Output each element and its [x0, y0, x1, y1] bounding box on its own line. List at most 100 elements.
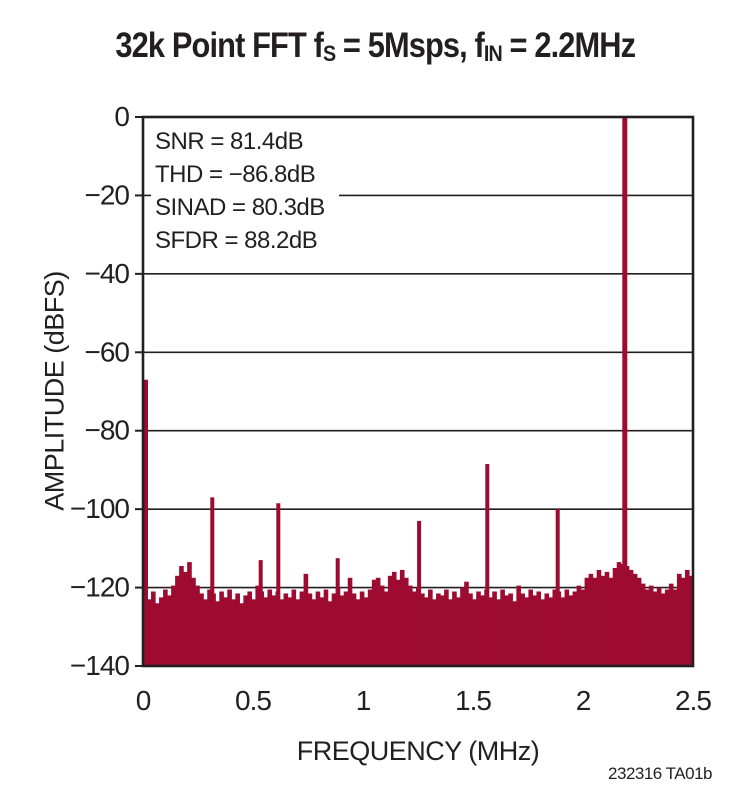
noise-floor-bin — [399, 569, 405, 666]
y-tick-label: −100 — [70, 493, 129, 524]
noise-floor-bin — [407, 585, 413, 666]
measurement-annotations: SNR = 81.4dB THD = −86.8dB SINAD = 80.3d… — [151, 123, 339, 261]
x-tick-label: 2.5 — [675, 685, 711, 716]
thd-value: THD = −86.8dB — [155, 161, 316, 188]
noise-floor-bin — [251, 599, 257, 666]
noise-floor-bin — [303, 573, 309, 666]
noise-floor-bin — [548, 597, 554, 666]
spur-bar — [335, 558, 340, 666]
noise-floor-bin — [540, 599, 546, 666]
spur-bar — [417, 520, 422, 666]
noise-floor-bin — [636, 577, 642, 666]
noise-floor-bin — [680, 577, 686, 666]
noise-floor-bin — [612, 567, 618, 666]
spur-bar — [555, 509, 560, 666]
noise-floor-bin — [488, 597, 493, 666]
noise-floor-bin — [504, 595, 509, 666]
noise-floor-bin — [227, 589, 232, 666]
noise-floor-bin — [516, 585, 521, 666]
noise-floor-bin — [195, 585, 200, 666]
noise-floor-bin — [684, 569, 690, 666]
x-tick-label: 1.5 — [455, 685, 491, 716]
noise-floor-bin — [524, 597, 530, 666]
noise-floor-bin — [163, 589, 168, 666]
noise-floor-bin — [588, 573, 594, 666]
noise-floor-bin — [331, 593, 337, 666]
noise-floor-bin — [299, 591, 305, 666]
snr-value: SNR = 81.4dB — [155, 128, 304, 155]
noise-floor-bin — [371, 579, 377, 666]
noise-floor-bin — [508, 593, 513, 666]
noise-floor-bin — [568, 595, 574, 666]
noise-floor-bin — [608, 577, 614, 666]
noise-floor-bin — [596, 569, 602, 666]
noise-floor-bin — [468, 593, 473, 666]
noise-floor-bin — [191, 577, 196, 666]
noise-floor-bin — [367, 589, 373, 666]
noise-floor-bin — [440, 595, 445, 666]
noise-floor-bin — [456, 597, 461, 666]
sinad-value: SINAD = 80.3dB — [155, 194, 325, 221]
noise-floor-bin — [155, 603, 160, 666]
noise-floor-bin — [528, 589, 534, 666]
noise-floor-bin — [616, 562, 622, 666]
noise-floor-bin — [179, 566, 184, 666]
noise-floor-bin — [668, 583, 674, 666]
noise-floor-bin — [183, 571, 188, 666]
noise-floor-bin — [444, 589, 449, 666]
noise-floor-bin — [355, 599, 361, 666]
spur-bar — [258, 560, 263, 666]
fundamental-tone-bar — [622, 117, 628, 666]
noise-floor-bin — [544, 593, 550, 666]
spur-bar — [144, 379, 148, 666]
noise-floor-bin — [560, 597, 566, 666]
noise-floor-bin — [255, 585, 261, 666]
y-tick-label: −140 — [70, 650, 129, 681]
noise-floor-bin — [664, 589, 670, 666]
x-tick-label: 0 — [136, 685, 151, 716]
noise-floor-bin — [592, 577, 598, 666]
noise-floor-bin — [171, 585, 176, 666]
noise-floor-bin — [520, 593, 525, 666]
noise-floor-bin — [660, 593, 666, 666]
x-tick-label: 1 — [356, 685, 371, 716]
y-tick-label: −120 — [70, 572, 129, 603]
noise-floor-bin — [167, 595, 172, 666]
noise-floor-bin — [500, 589, 505, 666]
noise-floor-bin — [628, 569, 634, 666]
noise-floor-bin — [476, 591, 481, 666]
noise-floor-bin — [375, 577, 381, 666]
noise-floor-bin — [536, 591, 542, 666]
noise-floor-bin — [532, 595, 538, 666]
noise-floor-bin — [339, 595, 345, 666]
sfdr-value: SFDR = 88.2dB — [155, 227, 318, 254]
noise-floor-bin — [383, 591, 389, 666]
noise-floor-bin — [291, 589, 297, 666]
y-tick-label: −60 — [85, 336, 130, 367]
noise-floor-bin — [403, 577, 409, 666]
noise-floor-bin — [347, 577, 353, 666]
noise-floor-bin — [580, 589, 586, 666]
noise-floor-bin — [247, 591, 252, 666]
y-axis-title: AMPLITUDE (dBFS) — [39, 271, 70, 511]
noise-floor-bin — [307, 593, 313, 666]
noise-floor-bin — [327, 601, 333, 666]
noise-floor-bin — [243, 595, 248, 666]
noise-floor-bin — [564, 589, 570, 666]
subscript-fs: S — [322, 41, 336, 67]
noise-floor-bin — [151, 591, 156, 666]
noise-floor-bin — [584, 577, 590, 666]
noise-floor-bin — [432, 599, 437, 666]
x-tick-label: 2 — [576, 685, 591, 716]
noise-floor-bin — [175, 575, 180, 666]
noise-floor-bin — [219, 591, 224, 666]
noise-floor-bin — [231, 599, 236, 666]
noise-floor-bin — [632, 573, 638, 666]
x-axis-title: FREQUENCY (MHz) — [296, 736, 540, 766]
noise-floor-bin — [235, 593, 240, 666]
noise-floor-bin — [223, 597, 228, 666]
noise-floor-bin — [363, 597, 369, 666]
noise-floor-bin — [207, 589, 212, 666]
